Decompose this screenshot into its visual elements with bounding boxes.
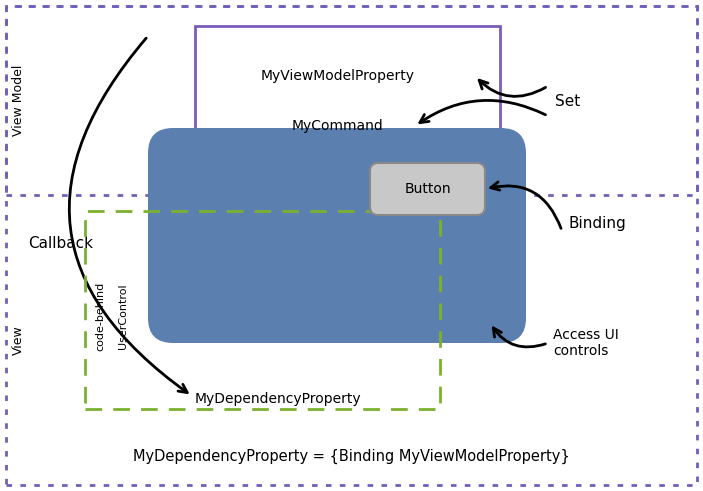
Text: MyDependencyProperty: MyDependencyProperty xyxy=(195,392,361,406)
Text: code-behind: code-behind xyxy=(95,281,105,351)
Text: Access UI
controls: Access UI controls xyxy=(553,328,619,358)
Text: MyViewModelProperty: MyViewModelProperty xyxy=(261,69,415,83)
Text: View Model: View Model xyxy=(11,65,25,136)
Bar xyxy=(6,6,697,195)
Text: Set: Set xyxy=(555,93,580,109)
Text: Binding: Binding xyxy=(568,216,626,230)
Text: Callback: Callback xyxy=(28,236,93,250)
Bar xyxy=(85,211,440,409)
Bar xyxy=(195,26,500,178)
Text: MyCommand: MyCommand xyxy=(292,119,383,133)
FancyBboxPatch shape xyxy=(148,128,526,343)
Text: UserControl: UserControl xyxy=(118,283,128,349)
Text: MyDependencyProperty = {Binding MyViewModelProperty}: MyDependencyProperty = {Binding MyViewMo… xyxy=(133,448,569,464)
Text: Button: Button xyxy=(404,182,451,196)
Text: View: View xyxy=(11,325,25,355)
FancyBboxPatch shape xyxy=(370,163,485,215)
